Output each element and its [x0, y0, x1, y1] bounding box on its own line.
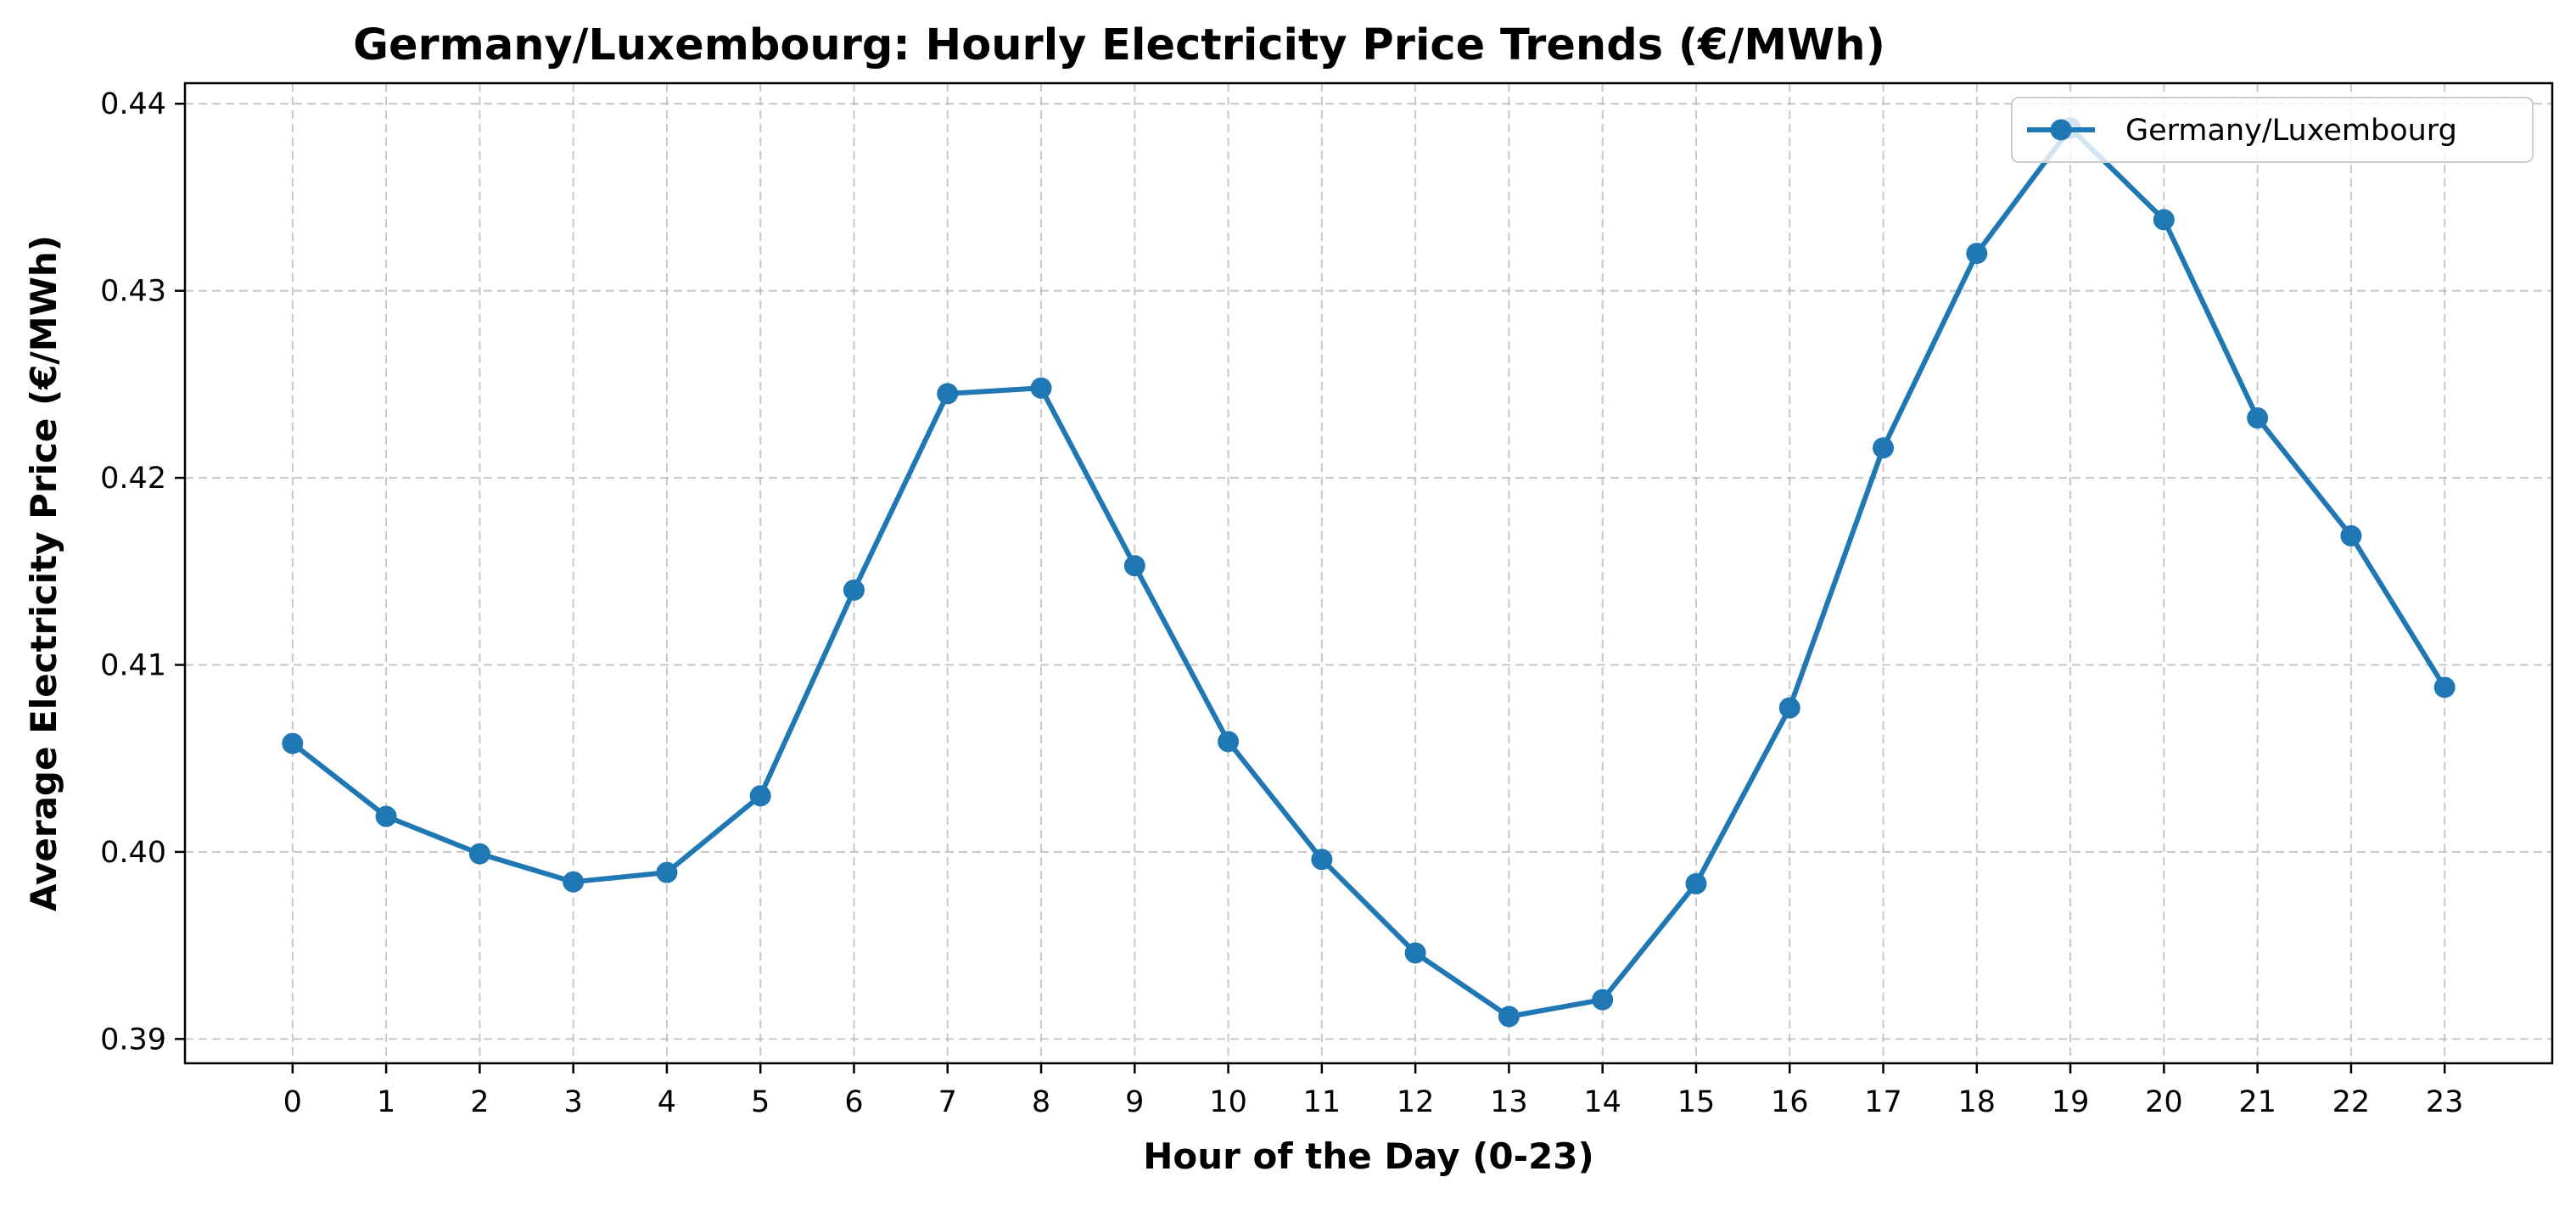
data-point [2433, 676, 2456, 698]
legend: Germany/Luxembourg [2011, 97, 2534, 163]
x-tick-label: 2 [470, 1085, 489, 1119]
grid [185, 83, 2552, 1063]
x-tick-label: 11 [1303, 1085, 1341, 1119]
data-point [1873, 437, 1895, 459]
legend-label: Germany/Luxembourg [2125, 114, 2457, 148]
x-tick-label: 21 [2238, 1085, 2276, 1119]
legend-marker [2050, 119, 2072, 141]
x-tick-label: 9 [1125, 1085, 1144, 1119]
x-tick-label: 20 [2145, 1085, 2183, 1119]
x-tick-label: 18 [1958, 1085, 1996, 1119]
data-point [1778, 697, 1800, 719]
y-axis-label: Average Electricity Price (€/MWh) [23, 235, 64, 911]
plot-frame [183, 81, 2554, 1065]
data-point [468, 843, 490, 865]
y-tick-label: 0.43 [100, 275, 166, 309]
data-point [1592, 989, 1614, 1011]
data-point [1685, 872, 1707, 894]
y-tick-label: 0.39 [100, 1023, 166, 1056]
x-tick-label: 8 [1032, 1085, 1050, 1119]
x-tick-label: 5 [751, 1085, 770, 1119]
series-line [289, 125, 2448, 1019]
x-tick-label: 13 [1490, 1085, 1528, 1119]
x-tick-label: 14 [1583, 1085, 1621, 1119]
y-tick-label: 0.40 [100, 836, 166, 870]
data-point [843, 579, 865, 601]
data-point [563, 871, 585, 893]
series-layer [282, 117, 2456, 1028]
x-tick-label: 10 [1209, 1085, 1247, 1119]
data-point [1123, 555, 1145, 577]
x-tick-label: 6 [844, 1085, 863, 1119]
data-point [937, 383, 959, 405]
data-point [375, 805, 397, 827]
data-point [1404, 942, 1426, 964]
x-tick-label: 3 [564, 1085, 583, 1119]
y-axis: 0.39 0.40 0.41 0.42 0.43 0.44 [100, 87, 185, 1056]
x-tick-label: 4 [658, 1085, 676, 1119]
y-tick-label: 0.41 [100, 649, 166, 683]
x-tick-label: 7 [938, 1085, 957, 1119]
x-tick-label: 17 [1864, 1085, 1902, 1119]
x-axis-label: Hour of the Day (0-23) [1143, 1135, 1593, 1177]
chart-title: Germany/Luxembourg: Hourly Electricity P… [353, 20, 1885, 70]
data-point [1218, 731, 1240, 753]
data-point [1311, 849, 1333, 871]
data-point [1030, 377, 1052, 399]
x-axis: 0 1 2 3 4 5 6 7 8 9 10 11 12 13 14 15 16 17 18 19 20 21 22 23 [283, 1063, 2464, 1119]
data-point [282, 732, 304, 754]
data-point [656, 861, 678, 883]
data-point [1966, 243, 1988, 265]
x-tick-label: 15 [1677, 1085, 1716, 1119]
y-tick-label: 0.44 [100, 87, 166, 121]
x-tick-label: 19 [2052, 1085, 2090, 1119]
data-point [2247, 407, 2269, 429]
x-tick-label: 1 [377, 1085, 395, 1119]
data-point [749, 785, 771, 807]
x-tick-label: 16 [1771, 1085, 1809, 1119]
data-point [2153, 209, 2175, 231]
legend-box [2011, 97, 2534, 163]
data-point [2340, 524, 2362, 546]
data-point [1498, 1006, 1520, 1028]
x-tick-label: 23 [2426, 1085, 2464, 1119]
x-tick-label: 0 [283, 1085, 302, 1119]
x-tick-label: 12 [1397, 1085, 1435, 1119]
x-tick-label: 22 [2332, 1085, 2371, 1119]
y-tick-label: 0.42 [100, 462, 166, 496]
